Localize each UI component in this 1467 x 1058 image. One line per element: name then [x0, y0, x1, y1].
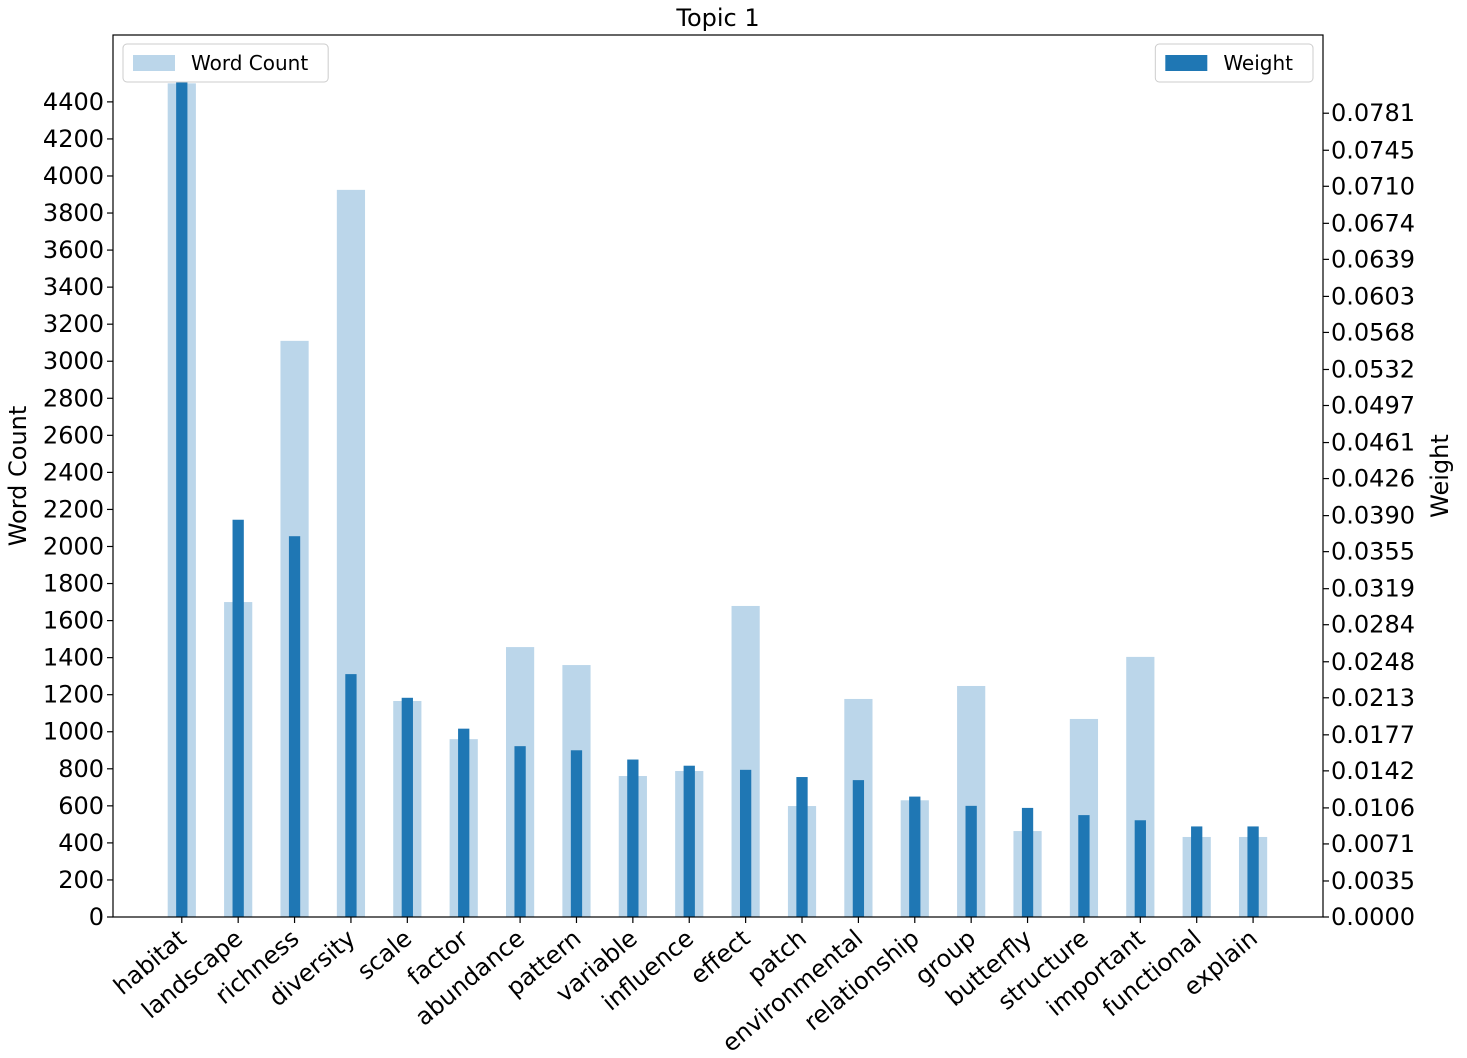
y-tick-label: 1000 — [43, 718, 104, 746]
bar — [1134, 820, 1146, 917]
y-tick-label: 4000 — [43, 162, 104, 190]
y2-tick-label: 0.0710 — [1331, 172, 1415, 200]
bar — [965, 805, 977, 917]
bar — [345, 674, 357, 917]
y-tick-label: 1200 — [43, 681, 104, 709]
y2-tick-label: 0.0497 — [1331, 392, 1415, 420]
chart-title: Topic 1 — [675, 4, 759, 32]
y-tick-label: 2600 — [43, 421, 104, 449]
y-tick-label: 3600 — [43, 236, 104, 264]
y2-tick-label: 0.0390 — [1331, 502, 1415, 530]
y-tick-label: 0 — [89, 903, 104, 931]
y-tick-label: 200 — [58, 866, 104, 894]
y-tick-label: 3000 — [43, 347, 104, 375]
y-tick-label: 3800 — [43, 199, 104, 227]
y2-tick-label: 0.0639 — [1331, 245, 1415, 273]
y-tick-label: 3200 — [43, 310, 104, 338]
y2-tick-label: 0.0177 — [1331, 721, 1415, 749]
y-tick-label: 2000 — [43, 532, 104, 560]
y-tick-label: 4200 — [43, 125, 104, 153]
y2-tick-label: 0.0035 — [1331, 867, 1415, 895]
bar — [1247, 826, 1259, 917]
bar — [288, 536, 301, 917]
bar — [176, 76, 188, 917]
bar — [627, 759, 639, 917]
legend-label: Word Count — [191, 51, 308, 75]
bar — [458, 728, 470, 917]
y2-tick-label: 0.0142 — [1331, 757, 1415, 785]
y-tick-label: 400 — [58, 829, 104, 857]
legend: Weight — [1154, 43, 1314, 83]
y2-tick-label: 0.0532 — [1331, 355, 1415, 383]
y-tick-label: 1400 — [43, 644, 104, 672]
bar — [1191, 826, 1203, 917]
y2-tick-label: 0.0674 — [1331, 209, 1415, 237]
legend-box — [1154, 43, 1314, 83]
y2-tick-label: 0.0745 — [1331, 136, 1415, 164]
bar — [852, 780, 865, 917]
bar — [739, 769, 752, 917]
bar — [796, 777, 808, 917]
y2-tick-label: 0.0461 — [1331, 429, 1415, 457]
axes — [107, 34, 1329, 923]
y2-tick-label: 0.0355 — [1331, 538, 1415, 566]
y2-tick-label: 0.0284 — [1331, 611, 1415, 639]
y-tick-label: 2200 — [43, 495, 104, 523]
y-tick-label: 4400 — [43, 88, 104, 116]
legend: Word Count — [122, 43, 329, 83]
legend-label: Weight — [1223, 51, 1293, 75]
y2-axis-label: Weight — [1426, 434, 1454, 518]
y2-tick-label: 0.0781 — [1331, 99, 1415, 127]
y-tick-label: 2800 — [43, 384, 104, 412]
legend-swatch — [1165, 55, 1208, 71]
bar — [570, 750, 583, 917]
x-tick-label: effect — [685, 924, 756, 990]
bar — [683, 765, 695, 917]
y2-tick-label: 0.0319 — [1331, 575, 1415, 603]
y2-tick-label: 0.0248 — [1331, 648, 1415, 676]
y2-tick-label: 0.0568 — [1331, 318, 1415, 346]
y-tick-label: 1600 — [43, 607, 104, 635]
y2-tick-label: 0.0071 — [1331, 830, 1415, 858]
y-tick-label: 1800 — [43, 570, 104, 598]
bar — [909, 796, 921, 917]
legend-box — [122, 43, 329, 83]
bar — [514, 746, 526, 917]
bar — [401, 697, 413, 917]
bar — [1021, 807, 1034, 917]
y2-tick-label: 0.0000 — [1331, 903, 1415, 931]
legend-swatch — [133, 55, 175, 71]
y-tick-label: 3400 — [43, 273, 104, 301]
y2-tick-label: 0.0106 — [1331, 794, 1415, 822]
y2-tick-label: 0.0603 — [1331, 282, 1415, 310]
bar — [232, 519, 244, 917]
y-tick-label: 2400 — [43, 458, 104, 486]
plot-frame — [112, 34, 1324, 918]
y-tick-label: 800 — [58, 755, 104, 783]
y2-tick-label: 0.0213 — [1331, 684, 1415, 712]
y-tick-label: 600 — [58, 792, 104, 820]
y-axis-label: Word Count — [4, 406, 32, 547]
bar — [1078, 815, 1090, 917]
y2-tick-label: 0.0426 — [1331, 465, 1415, 493]
